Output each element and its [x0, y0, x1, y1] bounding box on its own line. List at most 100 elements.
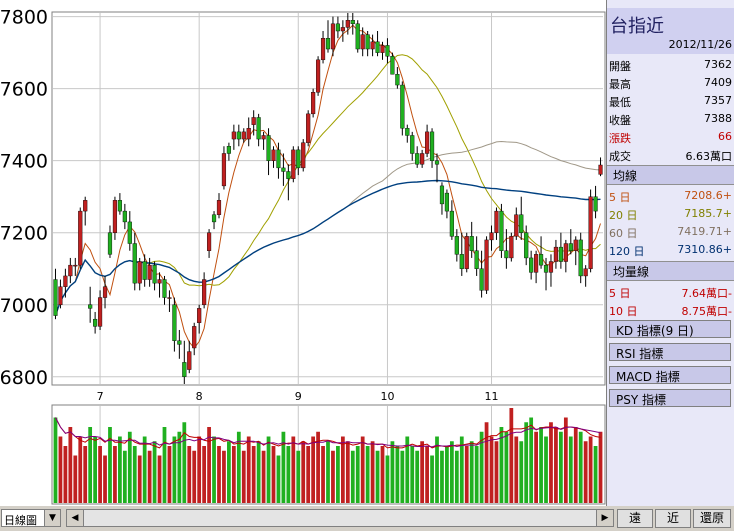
candle-body	[405, 128, 410, 136]
volume-bar	[118, 436, 122, 503]
chevron-down-icon[interactable]: ▼	[44, 510, 60, 526]
price-chart[interactable]: 7800 7600 7400 7200 7000 6800 7 8 9 10 11	[0, 0, 606, 506]
quote-label: 收盤	[609, 114, 631, 127]
candle-body	[53, 279, 58, 316]
quote-value: 6.63萬口	[685, 150, 733, 163]
indicator-button[interactable]: PSY 指標	[609, 389, 731, 407]
volume-bar	[390, 441, 395, 503]
volume-bar	[365, 446, 370, 503]
quote-row: 開盤 7362	[607, 56, 734, 74]
volume-ma-value: 7.64萬口-	[681, 287, 732, 300]
y-tick-label: 7000	[0, 295, 48, 317]
volume-bar	[370, 441, 375, 503]
candle-body	[97, 297, 103, 327]
candle-body	[88, 304, 93, 309]
volume-bar	[459, 436, 464, 503]
volume-bar	[514, 436, 519, 503]
volume-bar	[316, 431, 320, 503]
volume-bar	[227, 441, 231, 503]
quote-label: 漲跌	[609, 132, 631, 145]
volume-bar	[246, 436, 251, 503]
scroll-right-icon[interactable]: ▶	[596, 510, 613, 526]
volume-bar	[380, 446, 385, 503]
candle-body	[231, 131, 236, 140]
indicator-button[interactable]: MACD 指標	[609, 366, 731, 384]
volume-bar	[549, 422, 553, 503]
y-tick-label: 7600	[0, 79, 48, 101]
candle-body	[330, 23, 336, 50]
candle-body	[291, 149, 296, 179]
candle-body	[335, 23, 340, 32]
x-tick-label: 8	[196, 390, 203, 403]
volume-bar	[494, 441, 499, 503]
candle-body	[246, 128, 251, 140]
volume-bar	[350, 450, 355, 503]
indicator-button[interactable]: KD 指標(9 日)	[609, 320, 731, 338]
volume-bar	[187, 446, 192, 503]
volume-bar	[271, 446, 276, 503]
quote-value: 7362	[704, 58, 732, 71]
zoom-out-button[interactable]: 遠	[617, 509, 653, 528]
quote-label: 最高	[609, 78, 631, 91]
volume-bar	[197, 436, 202, 503]
volume-bar	[504, 431, 509, 503]
candle-body	[132, 243, 137, 284]
candle-body	[434, 160, 440, 165]
volume-bar	[340, 436, 345, 503]
chart-scrollbar[interactable]: ◀ ▶	[66, 509, 614, 527]
volume-bar	[430, 455, 434, 503]
volume-bar	[554, 427, 558, 503]
symbol-header: 台指近 2012/11/26	[607, 8, 734, 54]
ma-label: 20 日	[609, 209, 638, 222]
volume-bar	[177, 431, 182, 503]
ma-row: 5 日 7208.6+	[607, 187, 734, 205]
volume-ma-label: 10 日	[609, 305, 638, 318]
volume-bar	[266, 436, 271, 503]
volume-bar	[559, 431, 563, 503]
volume-bar	[326, 441, 330, 503]
candle-body	[464, 236, 469, 269]
candle-body	[370, 41, 375, 50]
scroll-left-icon[interactable]: ◀	[67, 510, 84, 526]
candle-body	[78, 210, 83, 266]
candle-body	[63, 275, 68, 287]
volume-bar	[83, 446, 88, 503]
chart-area[interactable]: 7800 7600 7400 7200 7000 6800 7 8 9 10 11	[0, 0, 606, 506]
volume-bar	[484, 422, 489, 503]
volume-bar	[375, 450, 380, 503]
candle-body	[534, 254, 539, 273]
ma-section-header: 均線	[607, 165, 734, 185]
candle-body	[306, 113, 311, 143]
volume-bar	[435, 436, 439, 503]
zoom-in-button[interactable]: 近	[655, 509, 691, 528]
candle-body	[553, 246, 559, 262]
volume-bar	[103, 455, 107, 503]
ma-row: 20 日 7185.7+	[607, 205, 734, 223]
candle-body	[187, 351, 192, 370]
period-select[interactable]: 日線圖 ▼	[1, 509, 61, 527]
x-tick-label: 9	[295, 390, 302, 403]
volume-bar	[222, 450, 226, 503]
candle-body	[469, 236, 474, 251]
candle-body	[454, 236, 459, 255]
volume-bar	[415, 450, 420, 503]
period-select-value: 日線圖	[4, 514, 37, 527]
volume-bar	[162, 427, 167, 503]
volume-bar	[568, 436, 573, 503]
quote-row: 收盤 7388	[607, 110, 734, 128]
candle-body	[311, 92, 316, 115]
indicator-button[interactable]: RSI 指標	[609, 343, 731, 361]
volume-bar	[152, 441, 157, 503]
candle-body	[385, 45, 390, 57]
candle-body	[548, 261, 554, 273]
reset-button[interactable]: 還原	[693, 509, 731, 528]
candle-body	[573, 239, 578, 251]
ma-row: 120 日 7310.86+	[607, 241, 734, 259]
candle-body	[415, 153, 420, 165]
candle-body	[568, 243, 573, 251]
volume-bar	[563, 417, 568, 503]
candle-body	[593, 196, 598, 212]
volume-bar	[108, 427, 112, 503]
candle-body	[514, 214, 519, 237]
volume-bar	[360, 436, 365, 503]
